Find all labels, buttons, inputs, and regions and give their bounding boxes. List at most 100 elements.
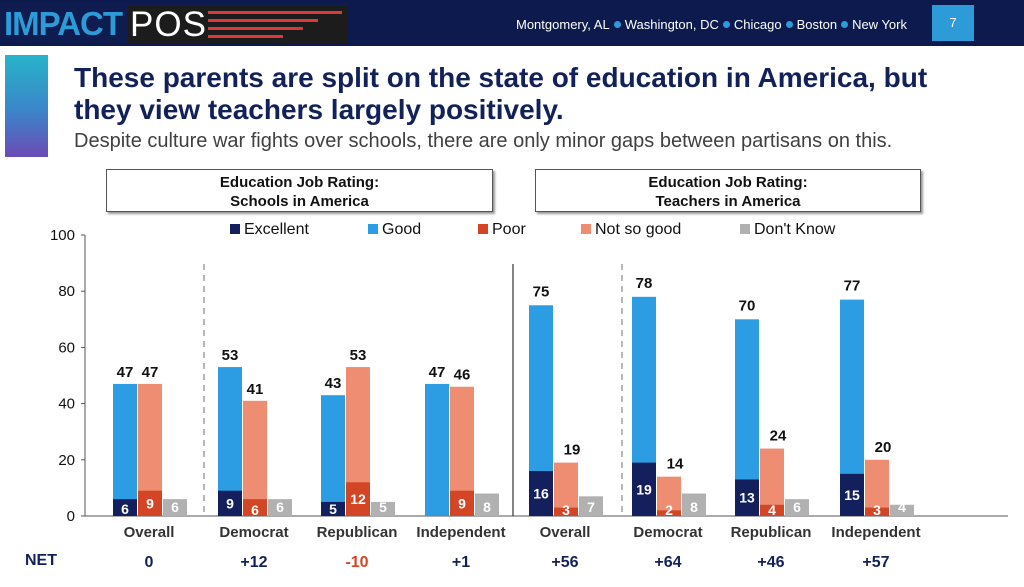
- city-name: Boston: [796, 17, 838, 32]
- net-value: 0: [145, 554, 154, 571]
- data-label-good-total: 47: [429, 364, 446, 381]
- data-label-good-total: 53: [222, 347, 239, 364]
- bullet-dot-icon: [613, 21, 621, 28]
- bar-poor: [138, 490, 162, 516]
- bullet-dot-icon: [785, 21, 793, 28]
- data-label-excellent: 6: [121, 501, 129, 517]
- data-label-excellent: 16: [533, 486, 549, 502]
- city-name: Washington, DC: [624, 17, 719, 32]
- x-category-label: Republican: [731, 524, 812, 541]
- data-label-poor: 6: [251, 502, 259, 518]
- bar-excellent: [321, 501, 345, 516]
- data-label-poor: 9: [458, 495, 466, 511]
- y-tick-label: 100: [50, 227, 75, 244]
- net-value: +56: [551, 554, 578, 571]
- bar-dont-know: [682, 493, 706, 516]
- data-label-dont-know: 7: [587, 499, 595, 515]
- data-label-not-good-total: 19: [564, 442, 581, 459]
- data-label-excellent: 9: [226, 495, 234, 511]
- bar-poor: [657, 510, 681, 516]
- x-category-label: Overall: [124, 524, 175, 541]
- data-label-excellent: 13: [739, 490, 755, 506]
- legend-label: Don't Know: [754, 221, 836, 238]
- data-label-good-total: 77: [844, 278, 861, 295]
- data-label-dont-know: 8: [690, 499, 698, 515]
- city-name: Montgomery, AL: [516, 17, 610, 32]
- data-label-excellent: 19: [636, 481, 652, 497]
- bar-excellent: [113, 499, 137, 516]
- data-label-good-total: 75: [533, 283, 550, 300]
- x-category-label: Independent: [416, 524, 505, 541]
- legend-label: Not so good: [595, 221, 682, 238]
- bar-poor: [554, 507, 578, 516]
- bar-excellent: [840, 473, 864, 516]
- bullet-dot-icon: [722, 21, 730, 28]
- net-row-label: NET: [25, 552, 57, 569]
- panel-header-line: Teachers in America: [655, 193, 801, 210]
- logo-stripe: [208, 19, 318, 22]
- legend-swatch: [230, 224, 240, 234]
- city-name: New York: [852, 17, 907, 32]
- data-label-dont-know: 4: [898, 499, 906, 515]
- logo-pos-text: POS: [130, 5, 207, 44]
- data-label-not-good-total: 24: [770, 428, 787, 445]
- x-category-label: Overall: [540, 524, 591, 541]
- data-label-excellent: 5: [329, 501, 337, 517]
- data-label-poor: 4: [768, 502, 776, 518]
- bar-excellent: [529, 471, 553, 516]
- bullet-dot-icon: [841, 21, 849, 28]
- page-number: 7: [932, 5, 974, 41]
- city-name: Chicago: [733, 17, 782, 32]
- data-label-poor: 3: [873, 502, 881, 518]
- data-label-poor: 2: [665, 502, 673, 518]
- logo-stripe: [208, 35, 283, 38]
- x-category-label: Independent: [831, 524, 920, 541]
- net-value: +1: [452, 554, 470, 571]
- data-label-poor: 12: [350, 491, 366, 507]
- legend-swatch: [581, 224, 591, 234]
- legend-label: Good: [382, 221, 422, 238]
- data-label-not-good-total: 41: [247, 381, 264, 398]
- bar-dont-know: [579, 496, 603, 516]
- accent-gradient-bar: [5, 55, 48, 157]
- y-tick-label: 40: [58, 396, 75, 413]
- bar-excellent: [218, 490, 242, 516]
- bar-not-so-good: [657, 476, 681, 516]
- bar-not-so-good: [865, 459, 889, 516]
- bar-good: [113, 383, 137, 516]
- data-label-good-total: 47: [117, 364, 134, 381]
- bar-good: [425, 383, 449, 516]
- panel-header-teachers: Education Job Rating: Teachers in Americ…: [535, 169, 921, 212]
- data-label-poor: 3: [562, 502, 570, 518]
- bar-poor: [346, 482, 370, 516]
- data-label-good-total: 43: [325, 375, 342, 392]
- data-label-good-total: 78: [636, 275, 653, 292]
- net-value: -10: [345, 554, 368, 571]
- data-label-excellent: 15: [844, 487, 860, 503]
- data-label-poor: 9: [146, 495, 154, 511]
- x-category-label: Democrat: [633, 524, 702, 541]
- legend-item-dont-know: Don't Know: [740, 221, 835, 239]
- bar-dont-know: [268, 499, 292, 516]
- logo: IMPACT POS: [0, 3, 347, 44]
- panel-header-line: Education Job Rating:: [219, 174, 380, 191]
- panel-header-line: Schools in America: [230, 193, 369, 210]
- bar-good: [321, 395, 345, 516]
- legend-swatch: [478, 224, 488, 234]
- logo-impact-text: IMPACT: [4, 5, 123, 42]
- legend-item-not-so-good: Not so good: [581, 221, 681, 239]
- bar-poor: [760, 504, 784, 516]
- bar-dont-know: [163, 499, 187, 516]
- net-value: +57: [862, 554, 889, 571]
- city-list: Montgomery, AL Washington, DC Chicago Bosto…: [516, 17, 907, 32]
- slide-subtitle: Despite culture war fights over schools,…: [74, 130, 893, 152]
- data-label-not-good-total: 46: [454, 367, 471, 384]
- legend-label: Poor: [492, 221, 526, 238]
- y-tick-label: 60: [58, 339, 75, 356]
- bar-not-so-good: [243, 400, 267, 516]
- data-label-good-total: 70: [739, 297, 756, 314]
- legend-item-excellent: Excellent: [230, 221, 309, 239]
- bar-poor: [865, 507, 889, 516]
- data-label-not-good-total: 47: [142, 364, 159, 381]
